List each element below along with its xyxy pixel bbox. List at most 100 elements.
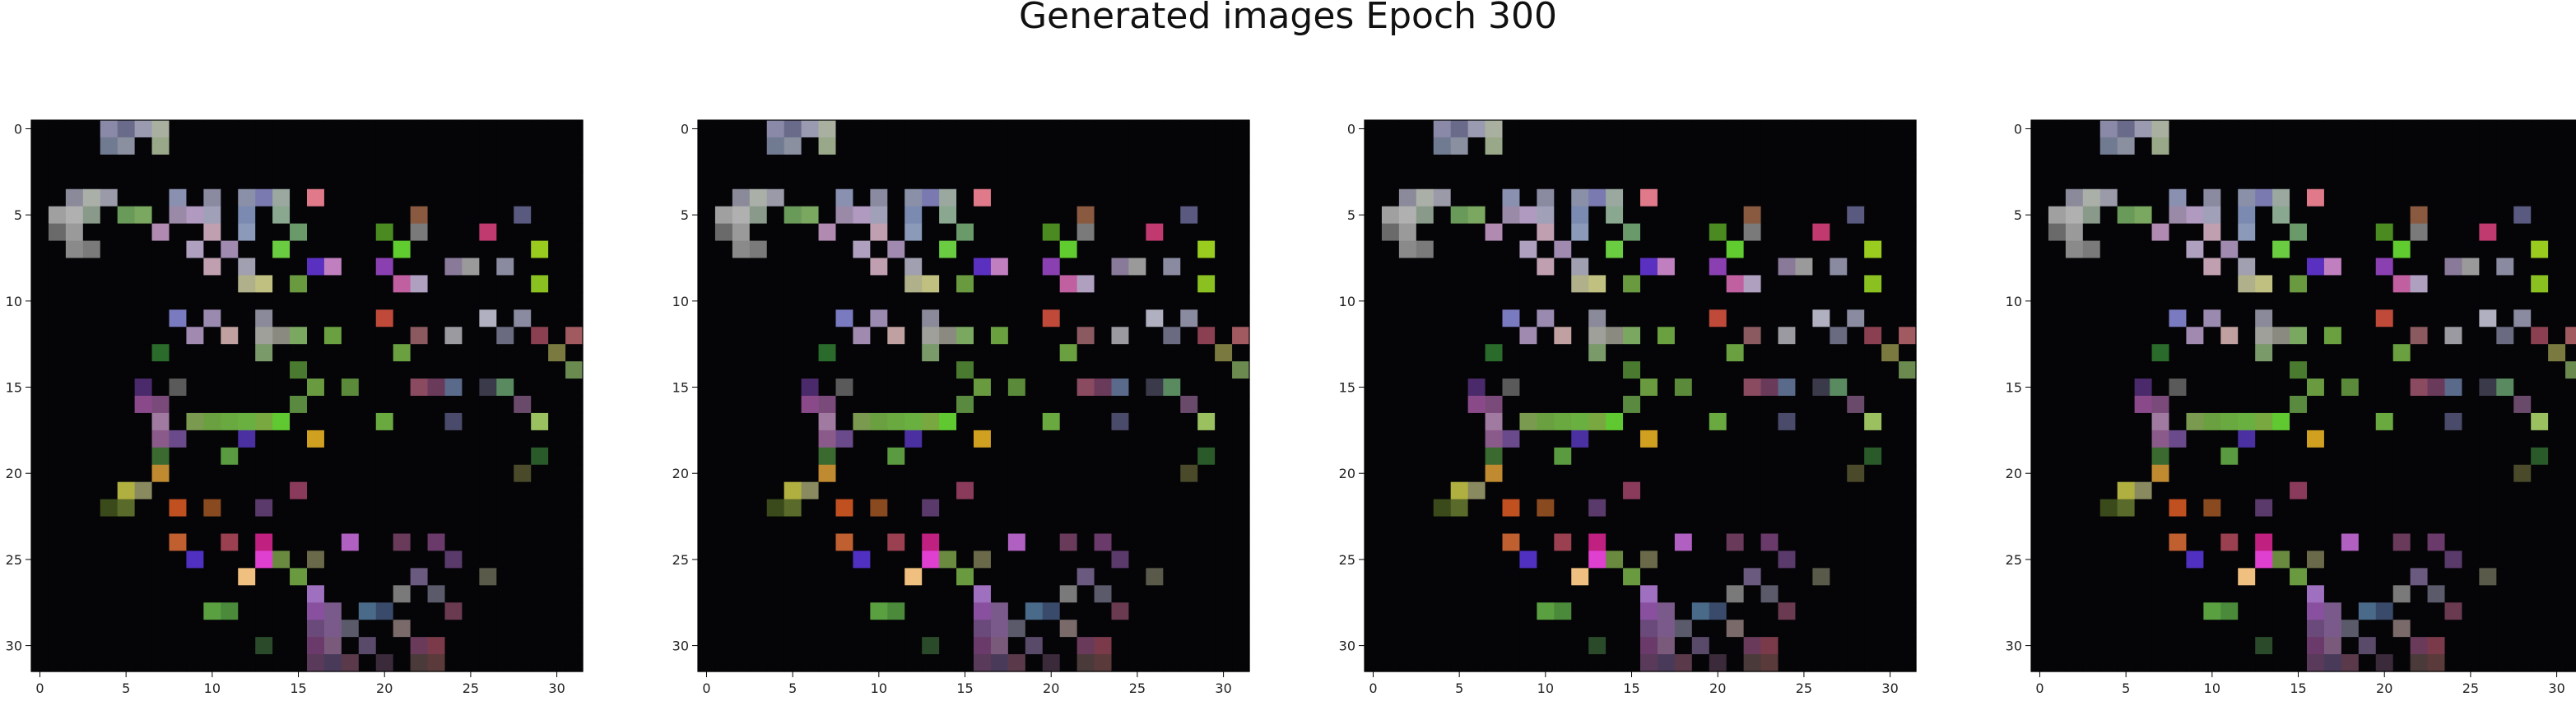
pixel xyxy=(375,464,394,483)
pixel xyxy=(151,327,170,345)
pixel xyxy=(922,188,940,207)
pixel xyxy=(1588,327,1607,345)
pixel xyxy=(2048,396,2067,414)
pixel xyxy=(134,447,153,466)
pixel xyxy=(1640,654,1658,672)
pixel xyxy=(2565,258,2576,276)
pixel xyxy=(1657,327,1676,345)
pixel xyxy=(117,120,136,138)
pixel xyxy=(238,344,256,362)
pixel xyxy=(990,120,1009,138)
pixel xyxy=(2444,275,2463,293)
pixel xyxy=(100,309,119,327)
pixel xyxy=(1674,240,1693,259)
pixel xyxy=(1007,568,1026,586)
pixel xyxy=(698,637,716,655)
pixel xyxy=(1674,154,1693,173)
pixel xyxy=(238,568,256,586)
pixel xyxy=(2358,654,2377,672)
pixel xyxy=(2531,379,2549,397)
pixel xyxy=(1467,223,1486,242)
pixel xyxy=(2375,464,2394,483)
pixel xyxy=(1502,481,1521,500)
pixel xyxy=(444,188,463,207)
pixel xyxy=(31,516,49,535)
pixel xyxy=(2323,430,2342,448)
pixel xyxy=(904,654,923,672)
pixel xyxy=(1623,361,1641,379)
pixel xyxy=(1588,516,1607,535)
pixel xyxy=(307,344,325,362)
pixel xyxy=(1691,550,1710,569)
pixel xyxy=(2065,464,2084,483)
pixel xyxy=(1433,481,1452,500)
pixel xyxy=(307,223,325,242)
pixel xyxy=(117,137,136,156)
pixel xyxy=(2548,533,2566,552)
pixel xyxy=(496,258,514,276)
pixel xyxy=(117,361,136,379)
pixel xyxy=(1830,499,1848,518)
pixel xyxy=(1128,120,1146,138)
pixel xyxy=(1881,309,1899,327)
pixel xyxy=(1812,327,1830,345)
pixel xyxy=(462,602,480,620)
pixel xyxy=(427,154,446,173)
pixel xyxy=(1812,396,1830,414)
pixel xyxy=(31,137,49,156)
pixel xyxy=(698,412,716,431)
pixel xyxy=(1760,396,1779,414)
pixel xyxy=(2307,275,2325,293)
pixel xyxy=(956,188,974,207)
pixel xyxy=(1076,637,1095,655)
pixel xyxy=(2375,206,2394,225)
pixel xyxy=(2341,499,2360,518)
pixel xyxy=(1726,481,1745,500)
pixel xyxy=(1588,412,1607,431)
pixel xyxy=(134,516,153,535)
pixel xyxy=(1146,396,1164,414)
pixel xyxy=(2375,585,2394,603)
pixel xyxy=(1232,533,1250,552)
pixel xyxy=(1864,568,1882,586)
pixel xyxy=(2531,550,2549,569)
x-tick-label: 30 xyxy=(1215,680,1231,696)
pixel xyxy=(1416,258,1434,276)
pixel xyxy=(565,533,584,552)
pixel xyxy=(2186,585,2204,603)
pixel xyxy=(2358,568,2377,586)
pixel xyxy=(1537,275,1555,293)
pixel xyxy=(1042,361,1061,379)
pixel xyxy=(1691,344,1710,362)
pixel xyxy=(2427,533,2446,552)
pixel xyxy=(766,550,785,569)
pixel xyxy=(514,223,532,242)
pixel xyxy=(134,171,153,190)
pixel xyxy=(2117,637,2136,655)
pixel xyxy=(1365,550,1383,569)
pixel xyxy=(1128,275,1146,293)
pixel xyxy=(1180,309,1198,327)
pixel xyxy=(307,171,325,190)
pixel xyxy=(818,602,837,620)
pixel xyxy=(2375,327,2394,345)
pixel xyxy=(1398,464,1417,483)
pixel xyxy=(2548,206,2566,225)
pixel xyxy=(1197,137,1216,156)
pixel xyxy=(1726,327,1745,345)
pixel xyxy=(2220,258,2239,276)
pixel xyxy=(783,137,802,156)
pixel xyxy=(1674,620,1693,638)
pixel xyxy=(393,344,412,362)
pixel xyxy=(2290,379,2308,397)
pixel xyxy=(1163,620,1181,638)
pixel xyxy=(870,620,888,638)
pixel xyxy=(427,464,446,483)
pixel xyxy=(887,120,905,138)
pixel xyxy=(1864,171,1882,190)
pixel xyxy=(307,188,325,207)
pixel xyxy=(410,292,429,310)
pixel xyxy=(1657,154,1676,173)
pixel xyxy=(1571,361,1589,379)
pixel xyxy=(732,447,751,466)
